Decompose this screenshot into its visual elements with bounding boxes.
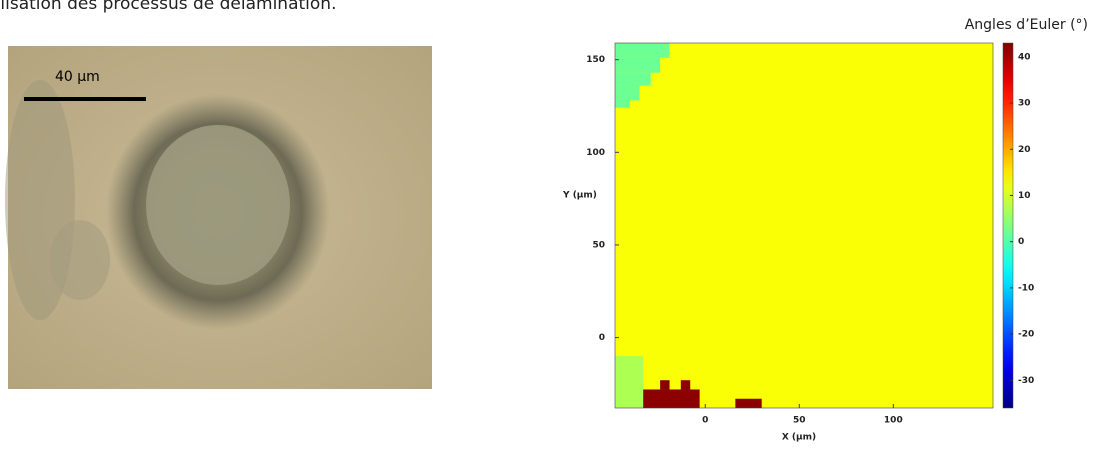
- x-tick-label: 100: [884, 416, 903, 426]
- plot-frame: [614, 42, 994, 409]
- y-tick-label: 50: [592, 240, 605, 250]
- heat-cell: [615, 43, 670, 58]
- y-tick-label: 100: [586, 148, 605, 158]
- colorbar-tick-label: 40: [1018, 52, 1031, 62]
- y-axis-label: Y (µm): [562, 191, 597, 201]
- x-axis-label: X (µm): [782, 433, 816, 443]
- scale-label: 40 µm: [55, 69, 100, 85]
- colorbar-tick-label: -20: [1018, 330, 1034, 340]
- heat-cell: [615, 100, 631, 108]
- colorbar-title: Angles d’Euler (°): [965, 17, 1088, 33]
- micrograph: 40 µm: [5, 46, 432, 389]
- y-tick-label: 150: [586, 55, 605, 65]
- colorbar-tick-label: -30: [1018, 376, 1034, 386]
- heat-cell: [680, 380, 691, 390]
- y-tick-label: 0: [599, 333, 605, 343]
- heat-cell: [615, 72, 651, 86]
- heat-cell: [643, 389, 700, 408]
- caption: alisation des processus de délamination.: [0, 0, 336, 14]
- colorbar-tick-label: 20: [1018, 145, 1031, 155]
- colorbar-tick-label: 10: [1018, 191, 1031, 201]
- colorbar: [1002, 42, 1014, 409]
- heat-cell: [615, 85, 640, 101]
- heat-cell: [615, 43, 993, 408]
- colorbar-tick-label: 0: [1018, 237, 1024, 247]
- x-tick-label: 0: [702, 416, 708, 426]
- colorbar-tick-label: 30: [1018, 99, 1031, 109]
- colorbar-tick-label: -10: [1018, 283, 1034, 293]
- heat-cell: [615, 57, 661, 73]
- heat-cell: [735, 398, 762, 408]
- x-tick-label: 50: [793, 416, 806, 426]
- heat-cell: [660, 380, 670, 390]
- heat-cell: [615, 356, 644, 408]
